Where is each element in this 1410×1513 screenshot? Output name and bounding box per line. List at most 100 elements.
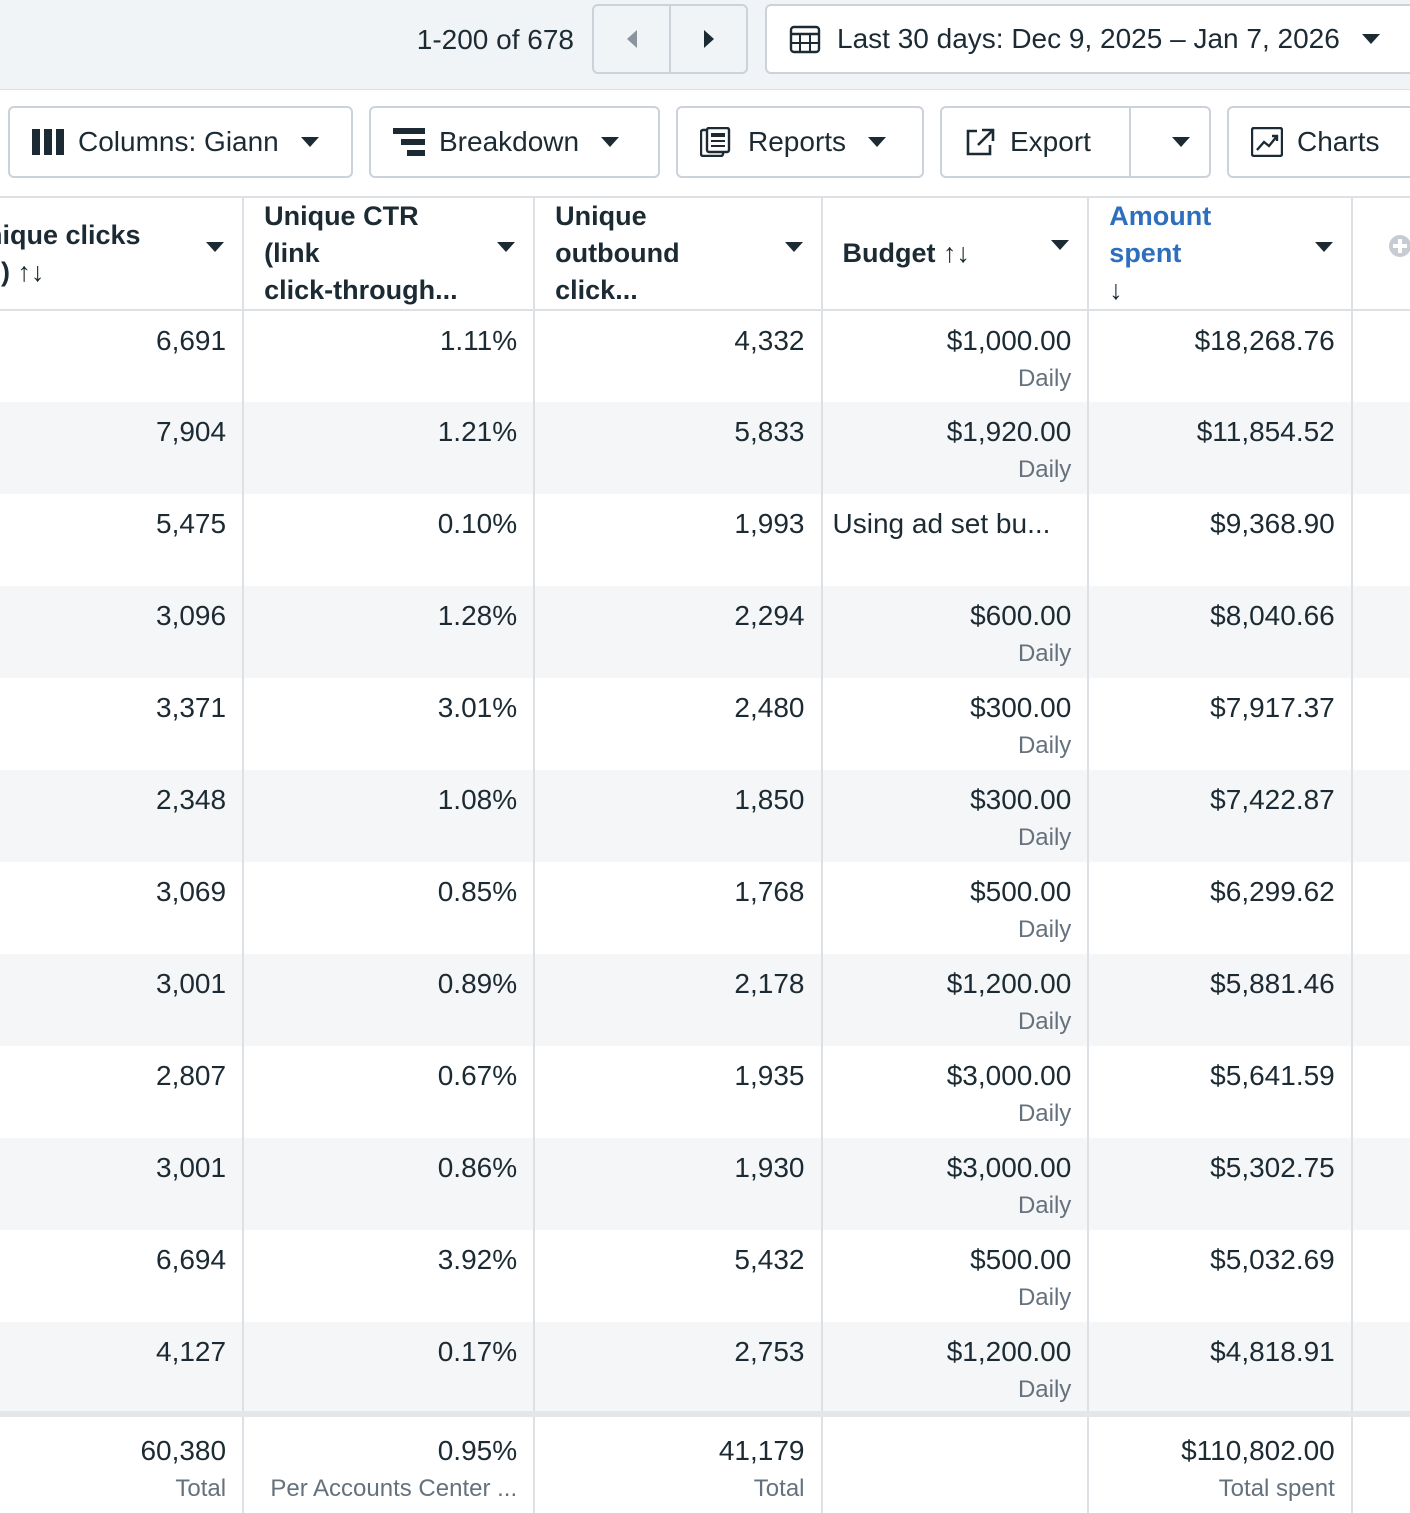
export-options-button[interactable] xyxy=(1129,108,1209,176)
breakdown-button[interactable]: Breakdown xyxy=(369,106,660,178)
cell-unique-outbound: 1,768 xyxy=(534,862,823,954)
table-row[interactable]: 5,475 0.10% 1,993 Using ad set bu... $9,368.… xyxy=(0,494,1410,586)
cell-value: $1,920.00 xyxy=(946,416,1072,447)
add-column-icon[interactable] xyxy=(1388,234,1410,258)
table-row[interactable]: 3,001 0.89% 2,178 $1,200.00 Daily $5,881.46 xyxy=(0,954,1410,1046)
empty-cell xyxy=(1352,1230,1410,1322)
budget-type: Daily xyxy=(1017,1284,1072,1311)
header-label: outbound click... xyxy=(555,238,680,305)
empty-cell xyxy=(1351,586,1410,678)
total-amount-spent: $110,802.00 Total spent xyxy=(1088,1411,1353,1513)
cell-unique-ctr: 3.92% xyxy=(243,1230,536,1322)
cell-value: 2,178 xyxy=(734,968,805,999)
cell-value: $11,854.52 xyxy=(1196,416,1335,447)
header-label: nique clicks xyxy=(0,219,141,250)
table-row[interactable]: 7,904 1.21% 5,833 $1,920.00 Daily $11,854.52 xyxy=(0,402,1410,494)
table-row[interactable]: 3,069 0.85% 1,768 $500.00 Daily $6,299.62 xyxy=(0,862,1410,954)
chevron-down-icon[interactable] xyxy=(1314,242,1333,252)
cell-amount-spent: $4,818.91 xyxy=(1088,1322,1353,1414)
cell-unique-clicks: 4,127 xyxy=(0,1322,245,1414)
chevron-down-icon xyxy=(1172,137,1190,147)
next-page-button[interactable] xyxy=(669,6,746,72)
cell-unique-clicks: 3,371 xyxy=(0,678,245,770)
cell-value: $9,368.90 xyxy=(1210,508,1335,539)
column-header-budget[interactable]: Budget ↑↓ xyxy=(821,196,1090,311)
column-header-unique-outbound[interactable]: Unique outbound click... xyxy=(534,196,823,311)
table-row[interactable]: 3,096 1.28% 2,294 $600.00 Daily $8,040.66 xyxy=(0,586,1410,678)
budget-type: Daily xyxy=(1017,916,1072,943)
cell-amount-spent: $7,917.37 xyxy=(1088,678,1353,770)
cell-budget[interactable]: $1,200.00 Daily xyxy=(821,1322,1090,1414)
empty-cell xyxy=(1351,1411,1410,1513)
chevron-down-icon xyxy=(1361,34,1380,44)
breakdown-label: Breakdown xyxy=(439,126,580,157)
export-button[interactable]: Export xyxy=(940,106,1211,178)
cell-value: $5,032.69 xyxy=(1210,1244,1335,1275)
budget-type: Daily xyxy=(1017,456,1072,483)
column-header-amount-spent[interactable]: Amount spent ↓ xyxy=(1088,196,1353,311)
table-row[interactable]: 2,807 0.67% 1,935 $3,000.00 Daily $5,641.59 xyxy=(0,1046,1410,1138)
total-value: 0.95% xyxy=(437,1435,518,1466)
cell-budget[interactable]: $300.00 Daily xyxy=(821,770,1090,862)
total-value: 60,380 xyxy=(140,1435,227,1466)
cell-value: 0.89% xyxy=(437,968,518,999)
cell-budget[interactable]: $500.00 Daily xyxy=(821,862,1090,954)
cell-value: 3,371 xyxy=(156,692,227,723)
cell-budget[interactable]: Using ad set bu... xyxy=(821,494,1090,586)
column-header-unique-ctr[interactable]: Unique CTR (link click-through... xyxy=(243,196,536,311)
breakdown-icon xyxy=(393,128,425,156)
columns-button[interactable]: Columns: Giann xyxy=(8,106,353,178)
calendar-icon xyxy=(789,25,821,54)
reports-button[interactable]: Reports xyxy=(676,106,924,178)
table-body: 6,691 1.11% 4,332 $1,000.00 Daily $18,268.76 7… xyxy=(0,310,1410,1414)
table-row[interactable]: 3,001 0.86% 1,930 $3,000.00 Daily $5,302.75 xyxy=(0,1138,1410,1230)
cell-budget[interactable]: $1,000.00 Daily xyxy=(821,310,1090,402)
empty-cell xyxy=(1352,678,1410,770)
cell-budget[interactable]: $1,200.00 Daily xyxy=(821,954,1090,1046)
table-row[interactable]: 2,348 1.08% 1,850 $300.00 Daily $7,422.87 xyxy=(0,770,1410,862)
budget-type: Daily xyxy=(1017,824,1072,851)
cell-budget[interactable]: $600.00 Daily xyxy=(821,586,1090,678)
header-label: Unique xyxy=(555,201,647,231)
budget-type: Daily xyxy=(1017,1100,1072,1127)
cell-value: 1,768 xyxy=(734,876,805,907)
charts-button[interactable]: Charts xyxy=(1227,106,1410,178)
pagination-range: 1-200 of 678 xyxy=(416,24,574,55)
table-row[interactable]: 6,694 3.92% 5,432 $500.00 Daily $5,032.69 xyxy=(0,1230,1410,1322)
budget-type: Daily xyxy=(1017,732,1072,759)
cell-budget[interactable]: $3,000.00 Daily xyxy=(821,1138,1090,1230)
chevron-down-icon[interactable] xyxy=(784,242,803,252)
cell-value: $500.00 xyxy=(970,1244,1072,1275)
empty-cell xyxy=(1351,1138,1410,1230)
empty-cell xyxy=(1352,310,1410,402)
cell-budget[interactable]: $300.00 Daily xyxy=(821,678,1090,770)
column-header-unique-clicks[interactable]: nique clicks ll) ↑↓ xyxy=(0,196,245,311)
cell-unique-clicks: 3,001 xyxy=(0,954,245,1046)
chevron-down-icon[interactable] xyxy=(206,242,225,252)
total-outbound: 41,179 Total xyxy=(534,1411,823,1513)
date-range-picker[interactable]: Last 30 days: Dec 9, 2025 – Jan 7, 2026 xyxy=(765,4,1410,74)
header-label: Budget ↑↓ xyxy=(842,238,971,268)
cell-budget[interactable]: $1,920.00 Daily xyxy=(821,402,1090,494)
cell-value: 6,691 xyxy=(156,325,227,356)
cell-value: $300.00 xyxy=(970,692,1072,723)
cell-budget[interactable]: $3,000.00 Daily xyxy=(821,1046,1090,1138)
chevron-down-icon[interactable] xyxy=(1051,240,1070,250)
budget-type: Daily xyxy=(1017,640,1072,667)
cell-value: 1,850 xyxy=(734,784,805,815)
table-row[interactable]: 6,691 1.11% 4,332 $1,000.00 Daily $18,268.76 xyxy=(0,310,1410,402)
total-caption: Total spent xyxy=(1218,1475,1335,1502)
table-row[interactable]: 4,127 0.17% 2,753 $1,200.00 Daily $4,818.91 xyxy=(0,1322,1410,1414)
chevron-down-icon xyxy=(601,137,620,147)
prev-page-button[interactable] xyxy=(594,6,669,72)
cell-unique-ctr: 3.01% xyxy=(243,678,536,770)
cell-unique-outbound: 1,935 xyxy=(534,1046,823,1138)
chevron-down-icon[interactable] xyxy=(497,242,516,252)
header-label: Unique CTR (link xyxy=(264,201,419,268)
cell-unique-outbound: 5,432 xyxy=(534,1230,823,1322)
cell-unique-clicks: 6,691 xyxy=(0,310,245,402)
cell-value: 2,348 xyxy=(156,784,227,815)
table-row[interactable]: 3,371 3.01% 2,480 $300.00 Daily $7,917.37 xyxy=(0,678,1410,770)
cell-unique-outbound: 1,993 xyxy=(534,494,823,586)
cell-budget[interactable]: $500.00 Daily xyxy=(821,1230,1090,1322)
